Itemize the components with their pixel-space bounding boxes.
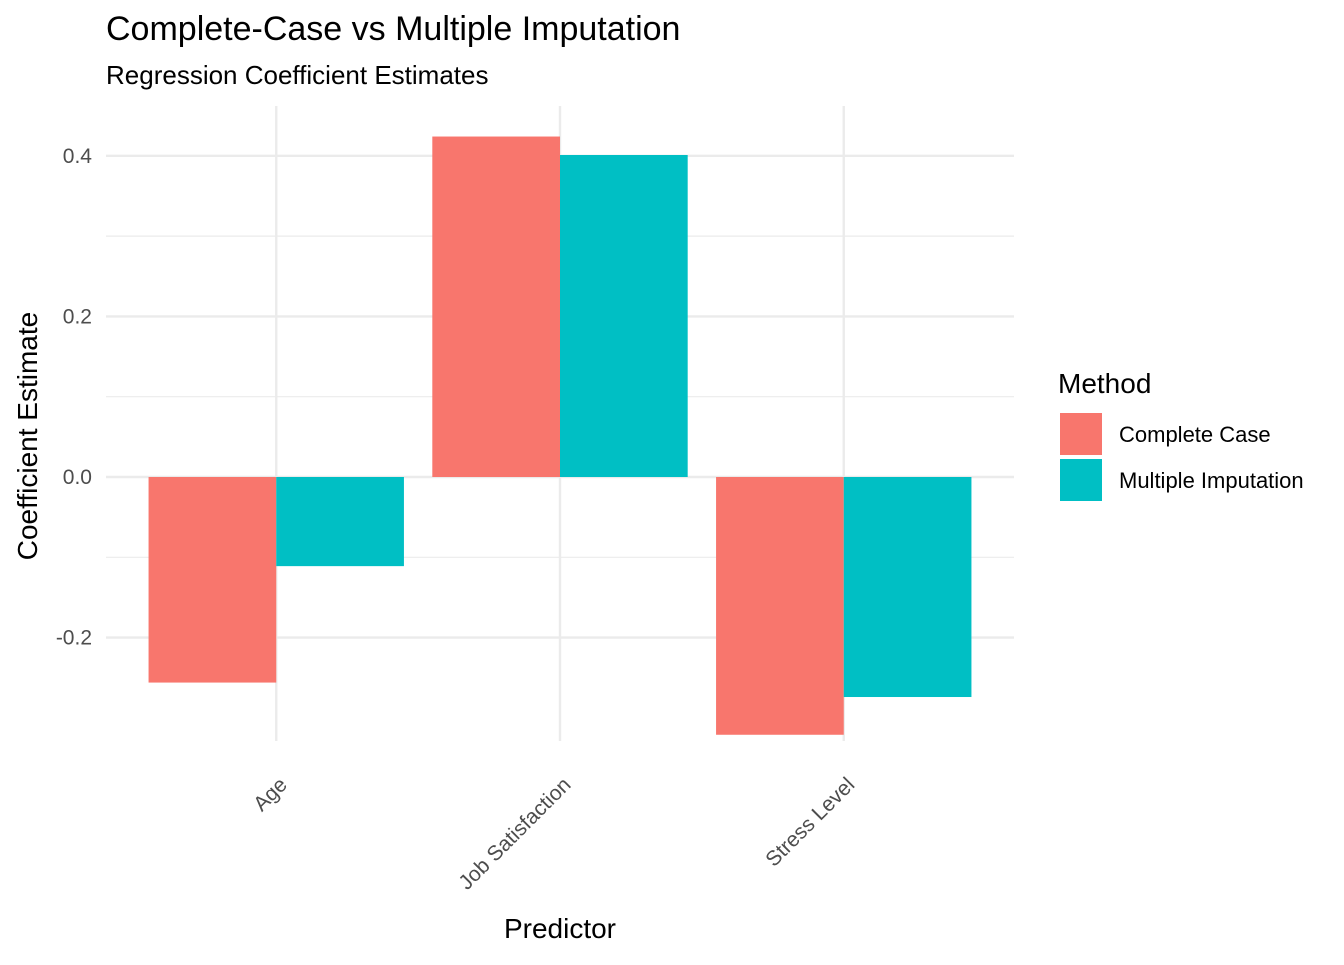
legend-swatch [1060,459,1102,501]
x-tick-label: Age [249,773,292,816]
bar-complete-case-job-satisfaction [432,136,560,477]
legend: Method Complete Case Multiple Imputation [1058,368,1304,501]
y-tick-label: -0.2 [56,627,92,650]
chart-title: Complete-Case vs Multiple Imputation [106,10,680,48]
y-axis-ticks: -0.2 0.0 0.2 0.4 [56,145,92,650]
bar-multiple-imputation-stress-level [843,477,972,698]
y-axis-title: Coefficient Estimate [12,312,43,561]
y-tick-label: 0.4 [63,145,93,168]
y-tick-label: 0.0 [63,466,92,489]
legend-label: Multiple Imputation [1119,468,1304,493]
y-tick-label: 0.2 [63,305,92,328]
chart-subtitle: Regression Coefficient Estimates [106,60,488,90]
bar-multiple-imputation-job-satisfaction [560,154,688,477]
bar-complete-case-age [148,477,277,683]
legend-title: Method [1058,368,1151,399]
bar-complete-case-stress-level [716,477,844,735]
legend-swatch [1060,413,1102,455]
x-tick-label: Stress Level [761,773,859,871]
x-tick-label: Job Satisfaction [454,773,575,894]
bar-multiple-imputation-age [276,477,404,567]
x-axis-ticks: Age Job Satisfaction Stress Level [249,773,859,894]
bars [148,136,972,735]
legend-label: Complete Case [1119,422,1271,447]
x-axis-title: Predictor [504,913,616,944]
legend-items: Complete Case Multiple Imputation [1060,413,1304,501]
